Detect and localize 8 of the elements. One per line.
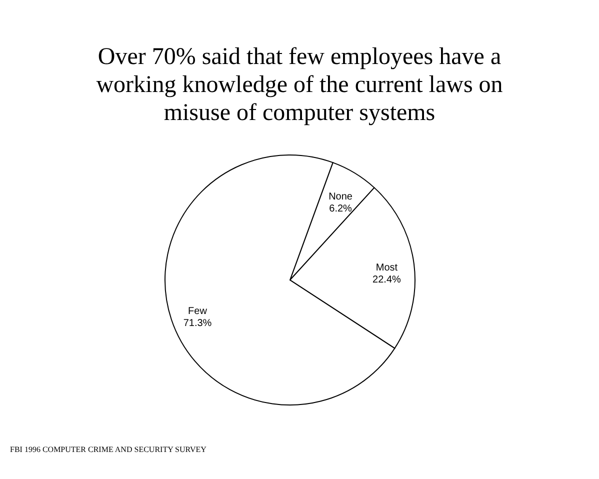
text: FBI 1996 COMPUTER CRIME AND SECURITY SURVEY — [10, 445, 207, 454]
slice-label: Most — [376, 262, 398, 274]
data-label: 6.2% — [329, 204, 352, 215]
data-label: 22.4% — [372, 274, 402, 286]
data-label: 71.3% — [183, 318, 212, 329]
slice-label: None — [328, 192, 353, 203]
slice-label: Few — [188, 306, 208, 317]
chart-title: Over 70% said that few employees have a working knowledge of the current laws on misuse of computer systems — [96, 44, 503, 126]
